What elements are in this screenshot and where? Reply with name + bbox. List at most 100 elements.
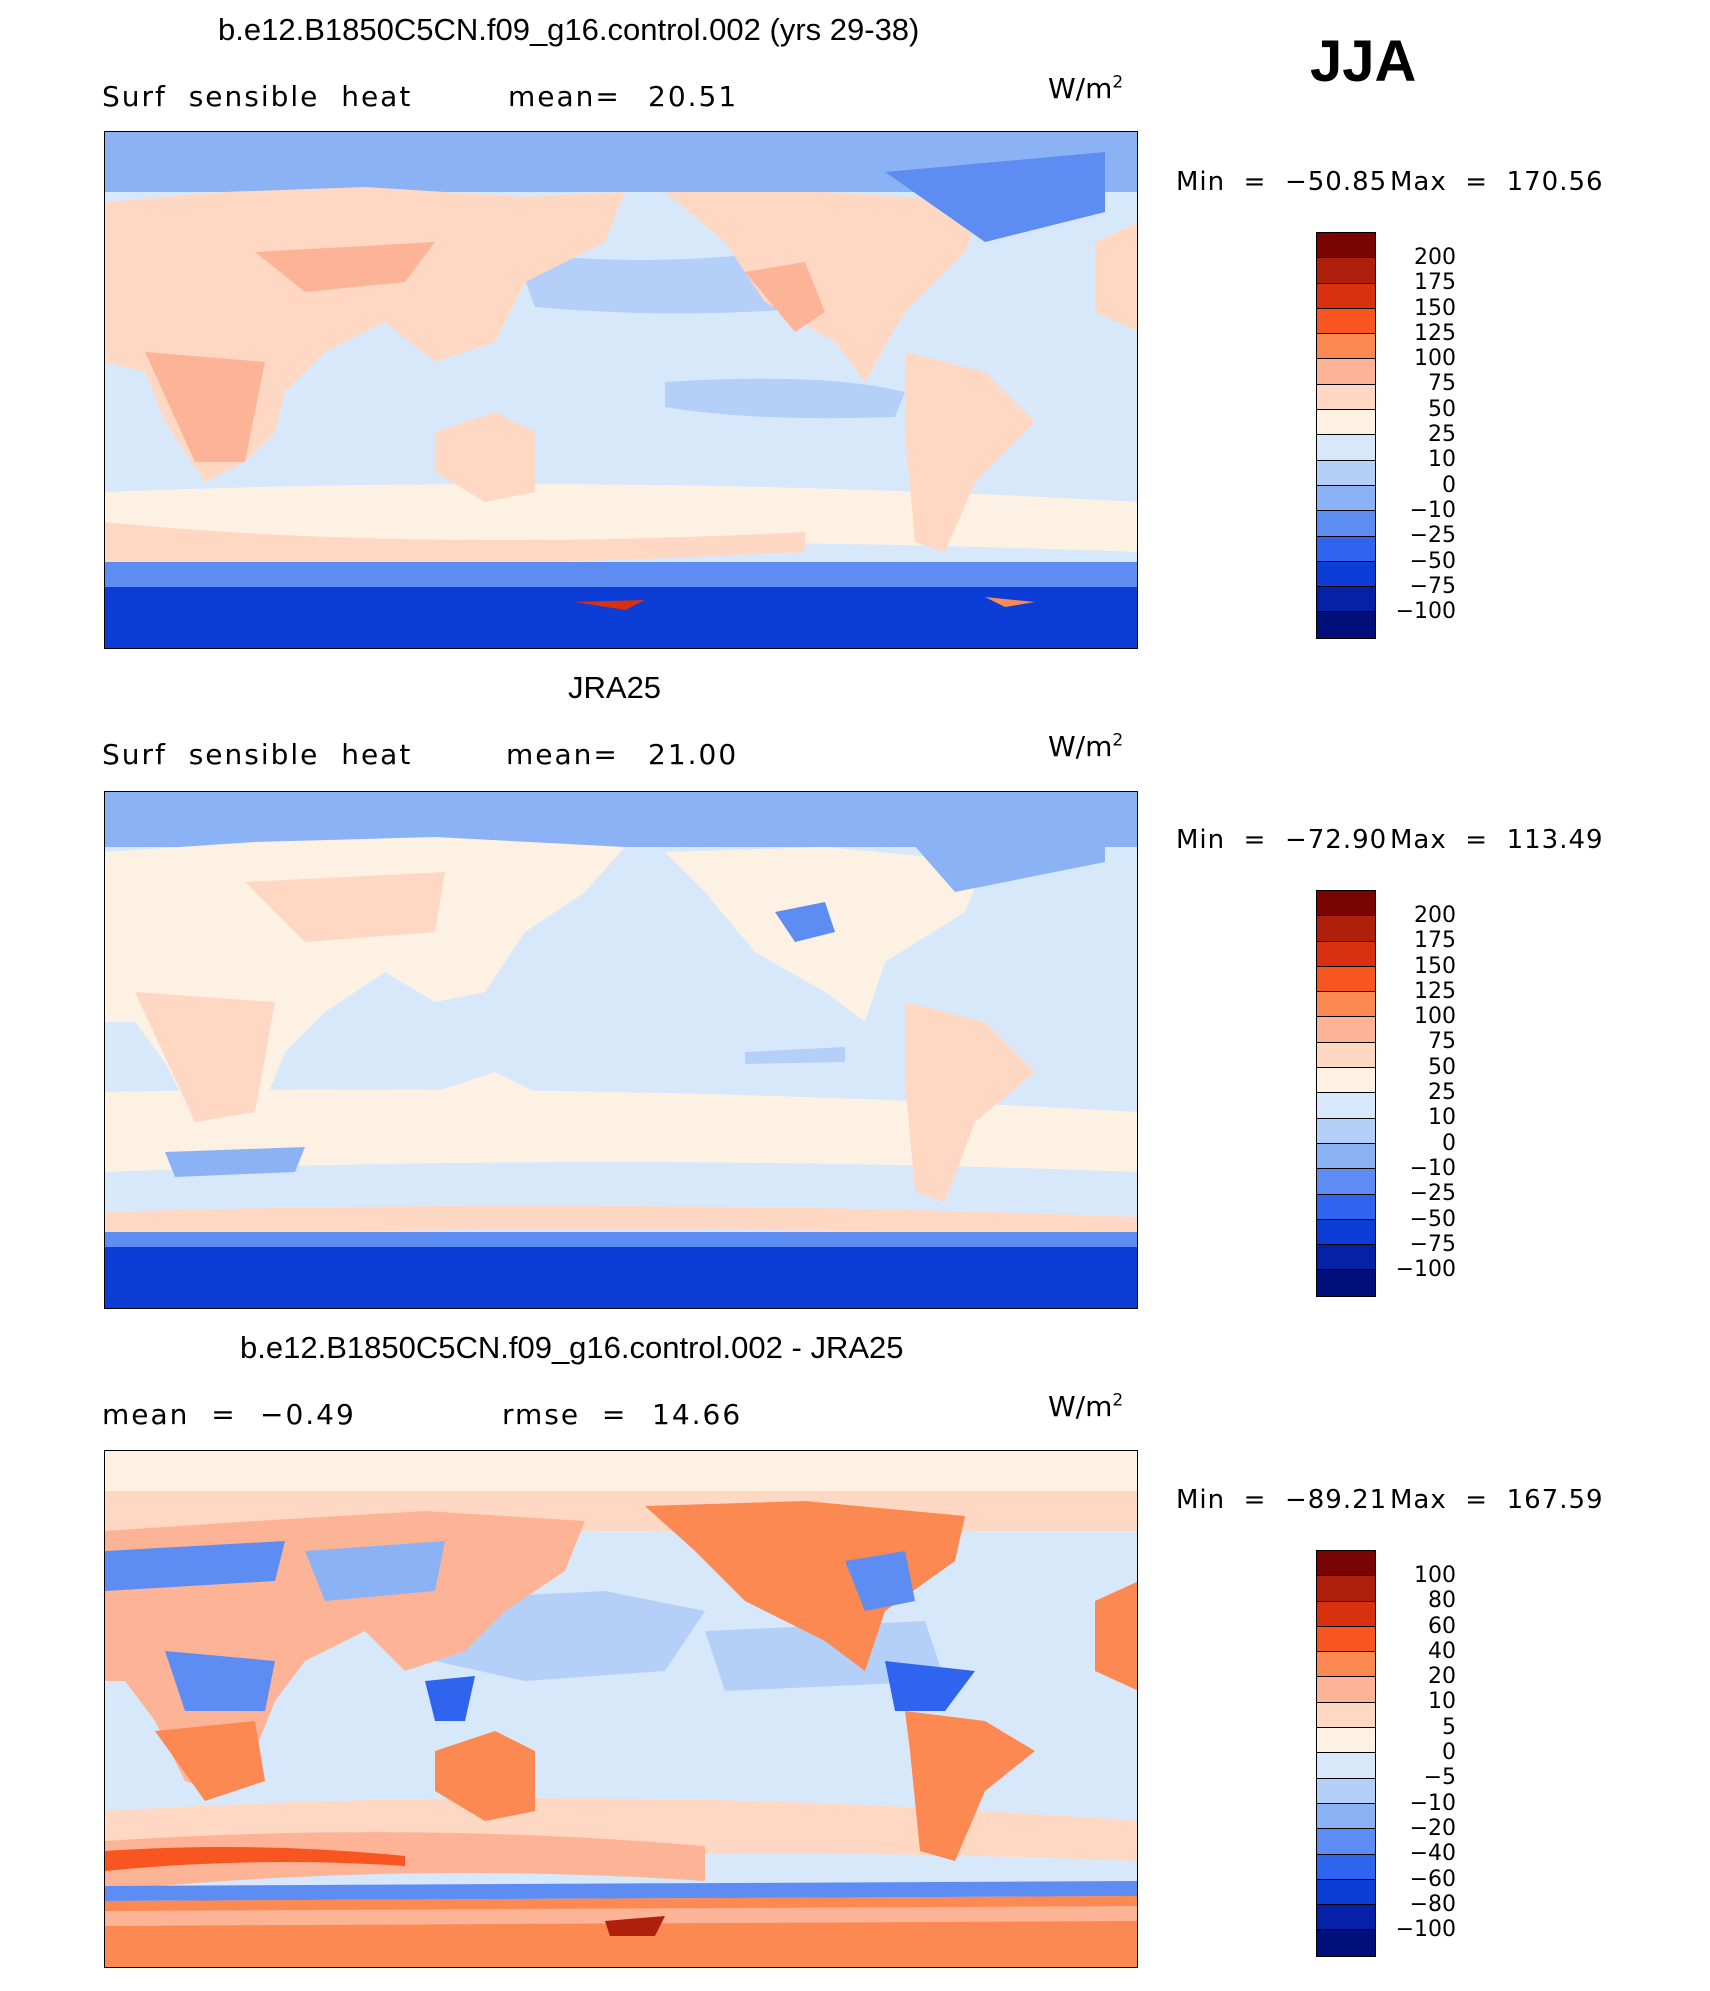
colorbar-swatch	[1317, 1118, 1375, 1144]
panel-3-colorbar-ticks: 100 80 60 40 20 10 5 0 −5 −10 −20 −40 −6…	[1390, 1563, 1456, 1942]
colorbar-tick-label: 10	[1428, 1689, 1456, 1715]
colorbar-swatch	[1317, 941, 1375, 967]
colorbar-swatch	[1317, 485, 1375, 512]
colorbar-swatch	[1317, 1626, 1375, 1653]
colorbar-swatch	[1317, 511, 1375, 537]
colorbar-tick-label: 0	[1442, 1130, 1456, 1156]
colorbar-tick-label: 20	[1428, 1664, 1456, 1690]
colorbar-tick-label: −100	[1395, 1917, 1456, 1943]
colorbar-tick-label: −75	[1409, 1231, 1456, 1257]
panel-2-min-label: Min = −72.90	[1176, 825, 1388, 855]
colorbar-swatch	[1317, 460, 1375, 486]
colorbar-swatch	[1317, 1778, 1375, 1804]
panel-1-variable-label: Surf sensible heat	[102, 80, 413, 113]
colorbar-swatch	[1317, 334, 1375, 360]
panel-3-mean-label: mean =	[102, 1398, 237, 1431]
panel-3-rmse-value: 14.66	[652, 1398, 743, 1431]
colorbar-swatch	[1317, 1042, 1375, 1069]
colorbar-swatch	[1317, 966, 1375, 993]
panel-1-units: W/m2	[1048, 72, 1124, 105]
colorbar-swatch	[1317, 1930, 1375, 1956]
colorbar-tick-label: 10	[1428, 1105, 1456, 1131]
colorbar-swatch	[1317, 435, 1375, 461]
colorbar-tick-label: 175	[1414, 270, 1456, 296]
colorbar-swatch	[1317, 1245, 1375, 1271]
colorbar-swatch	[1317, 1194, 1375, 1220]
colorbar-tick-label: 125	[1414, 978, 1456, 1004]
colorbar-swatch	[1317, 1270, 1375, 1296]
colorbar-swatch	[1317, 1879, 1375, 1906]
colorbar-tick-label: −50	[1409, 548, 1456, 574]
panel-1-colorbar	[1316, 232, 1376, 639]
panel-3-mean-value: −0.49	[260, 1398, 356, 1431]
colorbar-swatch	[1317, 916, 1375, 942]
panel-3-colorbar	[1316, 1550, 1376, 1957]
panel-1-max-label: Max = 170.56	[1390, 167, 1604, 197]
colorbar-swatch	[1317, 1551, 1375, 1577]
colorbar-tick-label: 80	[1428, 1588, 1456, 1614]
colorbar-swatch	[1317, 1753, 1375, 1779]
colorbar-swatch	[1317, 1576, 1375, 1602]
panel-3-min-label: Min = −89.21	[1176, 1485, 1388, 1515]
panel-2-variable-label: Surf sensible heat	[102, 738, 413, 771]
colorbar-swatch	[1317, 891, 1375, 917]
colorbar-tick-label: 150	[1414, 953, 1456, 979]
colorbar-tick-label: 100	[1414, 1004, 1456, 1030]
panel-2-mean-label: mean=	[506, 738, 619, 771]
colorbar-tick-label: 100	[1414, 346, 1456, 372]
colorbar-swatch	[1317, 1677, 1375, 1703]
panel-3-rmse-label: rmse =	[502, 1398, 628, 1431]
colorbar-swatch	[1317, 536, 1375, 562]
colorbar-swatch	[1317, 612, 1375, 638]
panel-2-mean-value: 21.00	[648, 738, 739, 771]
panel-2-max-label: Max = 113.49	[1390, 825, 1604, 855]
colorbar-tick-label: −100	[1395, 1257, 1456, 1283]
colorbar-swatch	[1317, 1169, 1375, 1195]
colorbar-tick-label: 200	[1414, 245, 1456, 270]
colorbar-swatch	[1317, 1068, 1375, 1094]
colorbar-tick-label: 40	[1428, 1638, 1456, 1664]
colorbar-tick-label: −25	[1409, 523, 1456, 549]
colorbar-swatch	[1317, 384, 1375, 411]
panel-3-max-label: Max = 167.59	[1390, 1485, 1604, 1515]
panel-1-colorbar-ticks: 200 175 150 125 100 75 50 25 10 0 −10 −2…	[1390, 245, 1456, 624]
colorbar-swatch	[1317, 1829, 1375, 1855]
colorbar-swatch	[1317, 1143, 1375, 1170]
panel-3-units: W/m2	[1048, 1390, 1124, 1423]
panel-1-map	[104, 131, 1138, 649]
panel-2-colorbar-ticks: 200 175 150 125 100 75 50 25 10 0 −10 −2…	[1390, 903, 1456, 1282]
colorbar-swatch	[1317, 992, 1375, 1018]
colorbar-tick-label: −5	[1423, 1765, 1456, 1791]
colorbar-tick-label: 0	[1442, 1740, 1456, 1766]
colorbar-tick-label: 100	[1414, 1563, 1456, 1588]
colorbar-swatch	[1317, 1905, 1375, 1931]
colorbar-tick-label: −10	[1409, 497, 1456, 523]
colorbar-tick-label: −40	[1409, 1841, 1456, 1867]
colorbar-swatch	[1317, 1601, 1375, 1627]
panel-3-title: b.e12.B1850C5CN.f09_g16.control.002 - JR…	[240, 1330, 904, 1365]
colorbar-tick-label: −80	[1409, 1891, 1456, 1917]
colorbar-swatch	[1317, 1854, 1375, 1880]
colorbar-swatch	[1317, 1702, 1375, 1729]
colorbar-swatch	[1317, 258, 1375, 284]
colorbar-swatch	[1317, 233, 1375, 259]
colorbar-swatch	[1317, 359, 1375, 385]
colorbar-tick-label: 125	[1414, 320, 1456, 346]
panel-2-title: JRA25	[568, 670, 662, 705]
colorbar-tick-label: 0	[1442, 472, 1456, 498]
colorbar-tick-label: 5	[1442, 1714, 1456, 1740]
panel-1-map-field	[105, 132, 1137, 648]
colorbar-tick-label: 150	[1414, 295, 1456, 321]
colorbar-tick-label: 75	[1428, 1029, 1456, 1055]
panel-2-map	[104, 791, 1138, 1309]
colorbar-tick-label: −10	[1409, 1790, 1456, 1816]
panel-2-colorbar	[1316, 890, 1376, 1297]
colorbar-tick-label: −60	[1409, 1866, 1456, 1892]
season-label: JJA	[1310, 29, 1417, 94]
colorbar-tick-label: 175	[1414, 928, 1456, 954]
colorbar-tick-label: 50	[1428, 1054, 1456, 1080]
colorbar-tick-label: 25	[1428, 422, 1456, 448]
colorbar-tick-label: −50	[1409, 1206, 1456, 1232]
colorbar-swatch	[1317, 1652, 1375, 1678]
colorbar-swatch	[1317, 308, 1375, 335]
